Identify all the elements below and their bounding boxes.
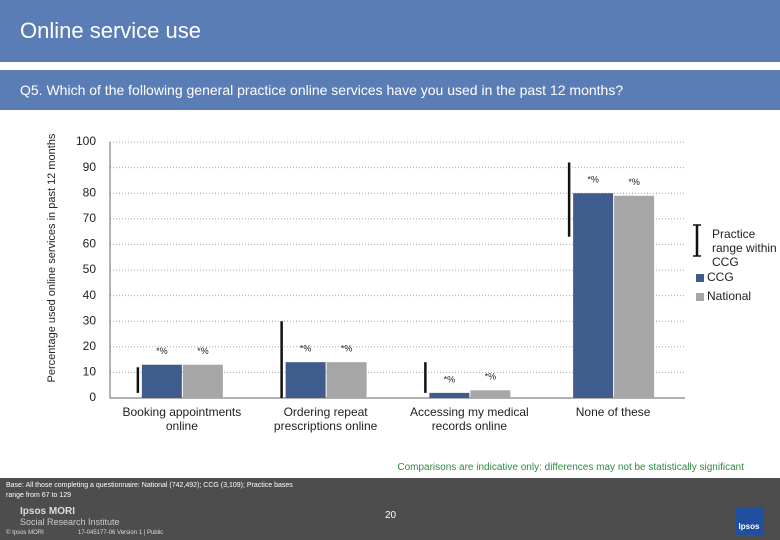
slide-title: Online service use — [20, 18, 201, 43]
footer-band — [0, 478, 780, 540]
y-tick-label: 10 — [83, 365, 97, 379]
bar — [326, 362, 367, 398]
y-tick-label: 40 — [83, 288, 97, 302]
bar — [285, 362, 326, 398]
x-tick-label: None of these — [575, 405, 651, 419]
legend-swatch — [696, 274, 704, 282]
x-tick-label: Booking appointments online — [122, 405, 242, 433]
point-label: *% — [300, 344, 312, 354]
copyright: © Ipsos MORI — [6, 530, 44, 536]
question: Q5. Which of the following general pract… — [20, 82, 624, 98]
question-band — [0, 70, 780, 110]
point-label: *% — [628, 177, 640, 187]
legend-label: CCG — [707, 270, 734, 284]
job-ref: 17-045177-06 Version 1 | Public — [78, 530, 164, 536]
bar — [429, 392, 470, 398]
y-tick-label: 60 — [83, 237, 97, 251]
logo: Ipsos — [735, 507, 763, 535]
bar — [470, 390, 511, 398]
note: Comparisons are indicative only: differe… — [397, 462, 744, 473]
bar — [141, 364, 182, 398]
y-tick-label: 70 — [83, 211, 97, 225]
base-text: Base: All those completing a questionnai… — [6, 482, 293, 499]
y-tick-label: 0 — [89, 390, 96, 404]
x-tick-label: Accessing my medical records online — [410, 405, 529, 433]
legend-swatch — [696, 293, 704, 301]
x-tick-label: Ordering repeat prescriptions online — [273, 405, 378, 433]
point-label: *% — [341, 344, 353, 354]
y-tick-label: 80 — [83, 185, 97, 199]
bar — [573, 193, 614, 398]
point-label: *% — [444, 374, 456, 384]
bar — [182, 364, 223, 398]
org: Ipsos MORI — [20, 506, 76, 517]
y-tick-label: 90 — [83, 160, 97, 174]
y-tick-label: 100 — [76, 134, 96, 148]
y-tick-label: 30 — [83, 313, 97, 327]
unit: Social Research Institute — [20, 517, 120, 527]
y-tick-label: 50 — [83, 262, 97, 276]
point-label: *% — [485, 372, 497, 382]
page-number: 20 — [385, 510, 397, 521]
legend-range-label: Practice range within CCG — [712, 227, 777, 269]
legend-label: National — [707, 289, 751, 303]
point-label: *% — [197, 346, 209, 356]
bar — [614, 195, 655, 398]
y-axis-label: Percentage used online services in past … — [46, 133, 58, 382]
header-band — [0, 0, 780, 62]
point-label: *% — [587, 175, 599, 185]
point-label: *% — [156, 346, 168, 356]
y-tick-label: 20 — [83, 339, 97, 353]
